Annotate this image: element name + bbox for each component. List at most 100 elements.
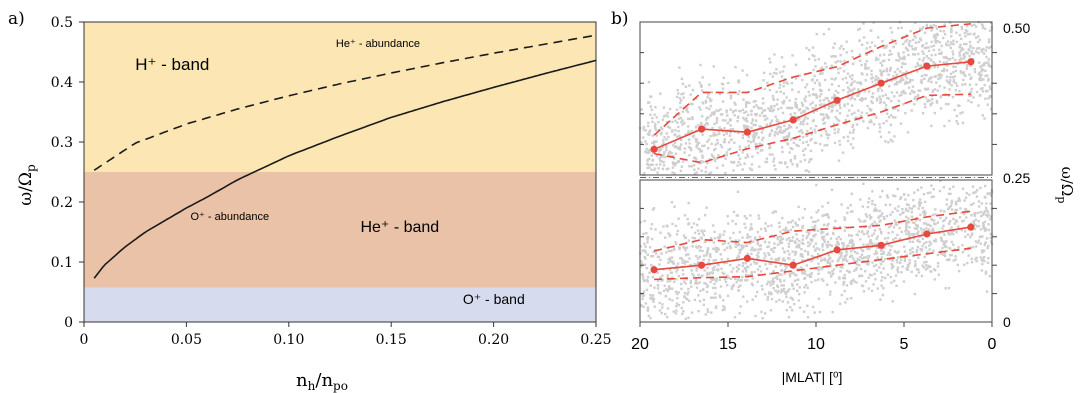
scatter-point [805,46,808,50]
scatter-point [653,124,657,128]
scatter-point [885,194,889,197]
scatter-point [829,237,833,240]
scatter-point [909,29,912,33]
scatter-point [702,234,706,237]
scatter-point [980,73,983,77]
scatter-point [756,243,759,246]
scatter-point [803,291,806,294]
scatter-point [864,79,867,82]
scatter-point [736,190,740,193]
scatter-point [883,244,886,247]
scatter-point [917,40,920,44]
scatter-point [778,83,782,86]
scatter-point [953,75,956,78]
scatter-point [849,89,852,93]
scatter-point [925,42,928,45]
scatter-point [934,36,938,40]
scatter-point [831,109,834,112]
scatter-point [886,196,890,199]
scatter-point [872,123,876,126]
scatter-point [677,117,681,120]
scatter-point [650,255,653,258]
scatter-point [778,225,781,228]
scatter-point [700,85,703,89]
scatter-point [875,75,878,78]
scatter-point [861,230,864,233]
scatter-point [664,155,667,159]
scatter-point [871,261,874,264]
scatter-point [770,129,773,132]
scatter-point [818,142,822,146]
scatter-point [646,275,650,279]
scatter-point [677,125,680,129]
scatter-point [698,255,702,258]
scatter-point [818,248,821,251]
scatter-point [944,56,947,59]
scatter-point [913,221,916,225]
scatter-point [814,220,817,223]
scatter-point [932,222,936,225]
scatter-point [900,26,903,29]
scatter-point [825,213,828,216]
scatter-point [856,252,859,255]
scatter-point [840,44,843,48]
scatter-point [646,162,649,166]
scatter-point [786,257,790,260]
scatter-point [641,294,644,298]
scatter-point [977,200,981,203]
scatter-point [725,261,728,264]
scatter-point [897,205,900,208]
scatter-point [984,270,988,273]
scatter-point [949,219,952,223]
scatter-point [654,126,657,130]
scatter-point [695,145,698,149]
scatter-point [930,29,933,32]
scatter-point [737,92,740,96]
scatter-point [697,273,700,277]
scatter-point [767,107,770,110]
scatter-point [862,36,866,39]
scatter-point [833,128,836,131]
scatter-point [852,128,855,131]
scatter-point [691,88,695,92]
scatter-point [751,119,754,122]
median-point [789,261,797,269]
scatter-point [813,311,816,314]
scatter-point [673,248,676,251]
scatter-point [930,45,933,48]
scatter-point [746,279,749,282]
scatter-point [944,241,947,244]
scatter-point [737,81,741,84]
scatter-point [817,265,820,269]
scatter-point [762,102,765,105]
scatter-point [762,71,766,75]
scatter-point [656,279,660,283]
scatter-point [988,85,992,88]
scatter-point [681,269,685,272]
scatter-point [970,214,973,217]
scatter-point [865,73,869,76]
scatter-point [850,234,854,237]
scatter-point [839,270,842,273]
scatter-point [982,249,986,252]
scatter-point [884,107,887,110]
scatter-point [921,50,924,53]
scatter-point [806,274,809,277]
scatter-point [772,160,775,163]
scatter-point [796,224,799,227]
scatter-point [875,116,878,119]
scatter-point [864,63,867,66]
scatter-point [820,70,823,73]
scatter-point [843,218,846,221]
scatter-point [736,164,739,167]
scatter-point [970,94,973,97]
scatter-point [811,107,814,110]
scatter-point [978,61,981,64]
scatter-point [908,262,911,265]
scatter-point [983,210,987,213]
scatter-point [928,244,931,247]
scatter-point [851,62,855,66]
scatter-point [870,77,873,80]
scatter-point [783,272,786,275]
scatter-point [883,246,886,250]
